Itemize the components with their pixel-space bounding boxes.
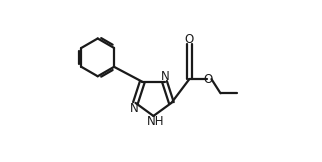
- Text: O: O: [204, 73, 213, 86]
- Text: N: N: [130, 102, 139, 115]
- Text: N: N: [161, 70, 170, 83]
- Text: NH: NH: [147, 115, 165, 128]
- Text: O: O: [185, 33, 194, 46]
